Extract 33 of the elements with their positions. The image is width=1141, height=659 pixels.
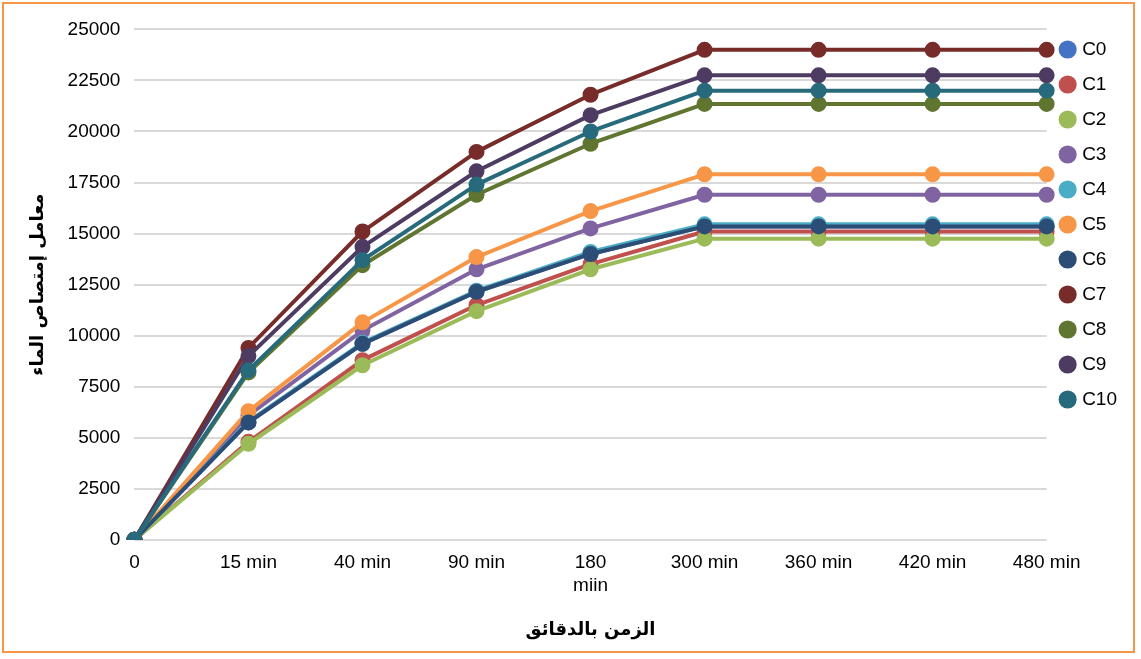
y-tick-label: 25000 [67, 17, 121, 39]
legend-label: C10 [1082, 387, 1117, 409]
y-tick-label: 5000 [78, 425, 121, 447]
legend-label: C1 [1082, 72, 1107, 94]
x-tick-label: 300 min [670, 551, 739, 573]
legend-label: C6 [1082, 247, 1107, 269]
x-tick-label: 420 min [898, 551, 967, 573]
legend-label: C7 [1082, 282, 1107, 304]
x-tick-label: 0 [129, 551, 140, 573]
legend-label: C9 [1082, 352, 1107, 374]
legend-label: C2 [1082, 107, 1107, 129]
x-tick-label: 40 min [333, 551, 391, 573]
x-tick-label: 180 miin [573, 551, 608, 596]
x-axis-title: الزمن بالدقائق [525, 617, 656, 640]
y-axis-title: معامل إمتصاص الماء [26, 193, 49, 376]
legend-label: C8 [1082, 317, 1107, 339]
y-tick-label: 7500 [78, 374, 121, 396]
y-tick-label: 15000 [67, 221, 121, 243]
legend-label: C0 [1082, 37, 1107, 59]
x-tick-label: 90 min [448, 551, 506, 573]
legend-label: C3 [1082, 142, 1107, 164]
legend-label: C5 [1082, 212, 1107, 234]
x-tick-label: 360 min [784, 551, 853, 573]
x-tick-label: 15 min [219, 551, 277, 573]
y-tick-label: 2500 [78, 476, 121, 498]
y-tick-label: 10000 [67, 323, 121, 345]
legend-label: C4 [1082, 177, 1107, 199]
x-tick-label: 480 min [1012, 551, 1081, 573]
y-tick-label: 0 [109, 528, 121, 550]
y-tick-label: 17500 [67, 170, 121, 192]
y-tick-label: 22500 [67, 68, 121, 90]
y-tick-label: 20000 [67, 119, 121, 141]
y-tick-label: 12500 [67, 272, 121, 294]
